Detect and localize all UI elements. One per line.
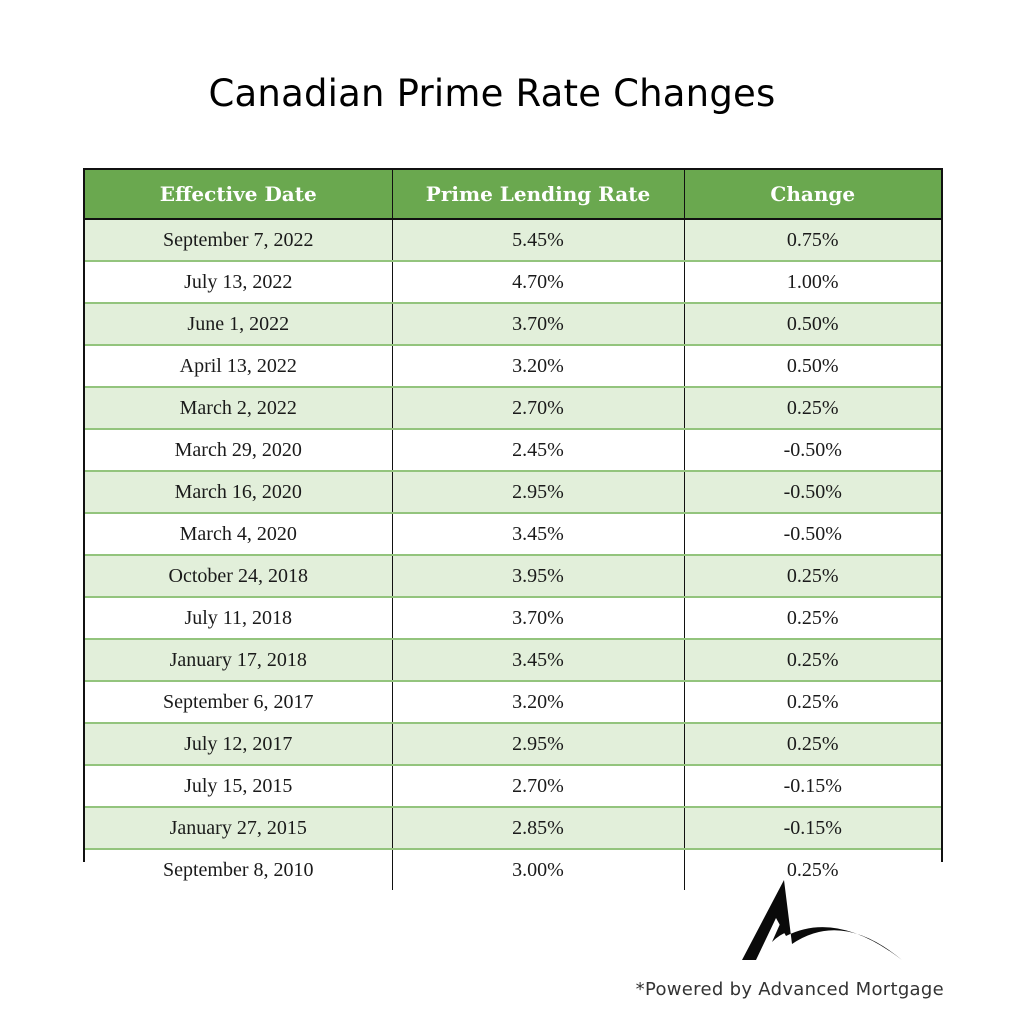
cell-change: 0.25%: [684, 849, 941, 890]
cell-effective-date: July 13, 2022: [85, 261, 393, 304]
cell-effective-date: March 4, 2020: [85, 513, 393, 556]
cell-prime-lending-rate: 4.70%: [392, 261, 685, 304]
cell-change: 0.25%: [684, 387, 941, 430]
cell-prime-lending-rate: 3.20%: [392, 681, 685, 724]
table-row: January 17, 2018 3.45% 0.25%: [85, 639, 941, 682]
cell-change: 0.75%: [684, 219, 941, 262]
cell-change: 1.00%: [684, 261, 941, 304]
header-change: Change: [684, 170, 941, 220]
cell-prime-lending-rate: 2.70%: [392, 765, 685, 808]
cell-change: -0.50%: [684, 471, 941, 514]
table-row: September 8, 2010 3.00% 0.25%: [85, 849, 941, 890]
cell-effective-date: July 12, 2017: [85, 723, 393, 766]
table-body: September 7, 2022 5.45% 0.75% July 13, 2022…: [85, 219, 941, 890]
cell-effective-date: April 13, 2022: [85, 345, 393, 388]
cell-prime-lending-rate: 3.95%: [392, 555, 685, 598]
table-row: July 12, 2017 2.95% 0.25%: [85, 723, 941, 766]
cell-effective-date: October 24, 2018: [85, 555, 393, 598]
cell-effective-date: March 16, 2020: [85, 471, 393, 514]
cell-change: -0.15%: [684, 807, 941, 850]
cell-change: 0.25%: [684, 639, 941, 682]
cell-prime-lending-rate: 2.70%: [392, 387, 685, 430]
cell-effective-date: March 29, 2020: [85, 429, 393, 472]
table-header-row: Effective Date Prime Lending Rate Change: [85, 170, 941, 220]
cell-effective-date: September 8, 2010: [85, 849, 393, 890]
table-row: July 13, 2022 4.70% 1.00%: [85, 261, 941, 304]
prime-rate-table: Effective Date Prime Lending Rate Change…: [83, 168, 943, 890]
table-row: March 4, 2020 3.45% -0.50%: [85, 513, 941, 556]
cell-change: 0.50%: [684, 303, 941, 346]
table-row: March 29, 2020 2.45% -0.50%: [85, 429, 941, 472]
table-row: October 24, 2018 3.95% 0.25%: [85, 555, 941, 598]
cell-change: 0.25%: [684, 555, 941, 598]
table-row: September 7, 2022 5.45% 0.75%: [85, 219, 941, 262]
header-effective-date: Effective Date: [85, 170, 393, 220]
cell-prime-lending-rate: 3.45%: [392, 639, 685, 682]
cell-change: -0.15%: [684, 765, 941, 808]
cell-change: -0.50%: [684, 429, 941, 472]
rate-table: Effective Date Prime Lending Rate Change…: [85, 170, 941, 890]
table-row: July 15, 2015 2.70% -0.15%: [85, 765, 941, 808]
header-prime-lending-rate: Prime Lending Rate: [392, 170, 685, 220]
powered-by-footer: *Powered by Advanced Mortgage: [635, 979, 944, 1000]
cell-effective-date: March 2, 2022: [85, 387, 393, 430]
table-row: March 2, 2022 2.70% 0.25%: [85, 387, 941, 430]
cell-prime-lending-rate: 2.85%: [392, 807, 685, 850]
cell-prime-lending-rate: 2.95%: [392, 471, 685, 514]
cell-prime-lending-rate: 3.45%: [392, 513, 685, 556]
cell-change: 0.25%: [684, 597, 941, 640]
cell-effective-date: January 17, 2018: [85, 639, 393, 682]
table-row: July 11, 2018 3.70% 0.25%: [85, 597, 941, 640]
cell-change: 0.25%: [684, 723, 941, 766]
table-row: March 16, 2020 2.95% -0.50%: [85, 471, 941, 514]
cell-change: 0.25%: [684, 681, 941, 724]
cell-effective-date: September 7, 2022: [85, 219, 393, 262]
cell-effective-date: January 27, 2015: [85, 807, 393, 850]
table-row: January 27, 2015 2.85% -0.15%: [85, 807, 941, 850]
table-row: April 13, 2022 3.20% 0.50%: [85, 345, 941, 388]
table-row: September 6, 2017 3.20% 0.25%: [85, 681, 941, 724]
cell-prime-lending-rate: 3.20%: [392, 345, 685, 388]
cell-change: 0.50%: [684, 345, 941, 388]
table-row: June 1, 2022 3.70% 0.50%: [85, 303, 941, 346]
cell-effective-date: June 1, 2022: [85, 303, 393, 346]
cell-prime-lending-rate: 2.45%: [392, 429, 685, 472]
cell-prime-lending-rate: 5.45%: [392, 219, 685, 262]
cell-effective-date: September 6, 2017: [85, 681, 393, 724]
cell-prime-lending-rate: 3.70%: [392, 597, 685, 640]
cell-prime-lending-rate: 3.70%: [392, 303, 685, 346]
page-title: Canadian Prime Rate Changes: [208, 72, 776, 115]
advanced-mortgage-logo-icon: [742, 880, 902, 960]
cell-effective-date: July 11, 2018: [85, 597, 393, 640]
cell-change: -0.50%: [684, 513, 941, 556]
cell-prime-lending-rate: 2.95%: [392, 723, 685, 766]
cell-prime-lending-rate: 3.00%: [392, 849, 685, 890]
cell-effective-date: July 15, 2015: [85, 765, 393, 808]
